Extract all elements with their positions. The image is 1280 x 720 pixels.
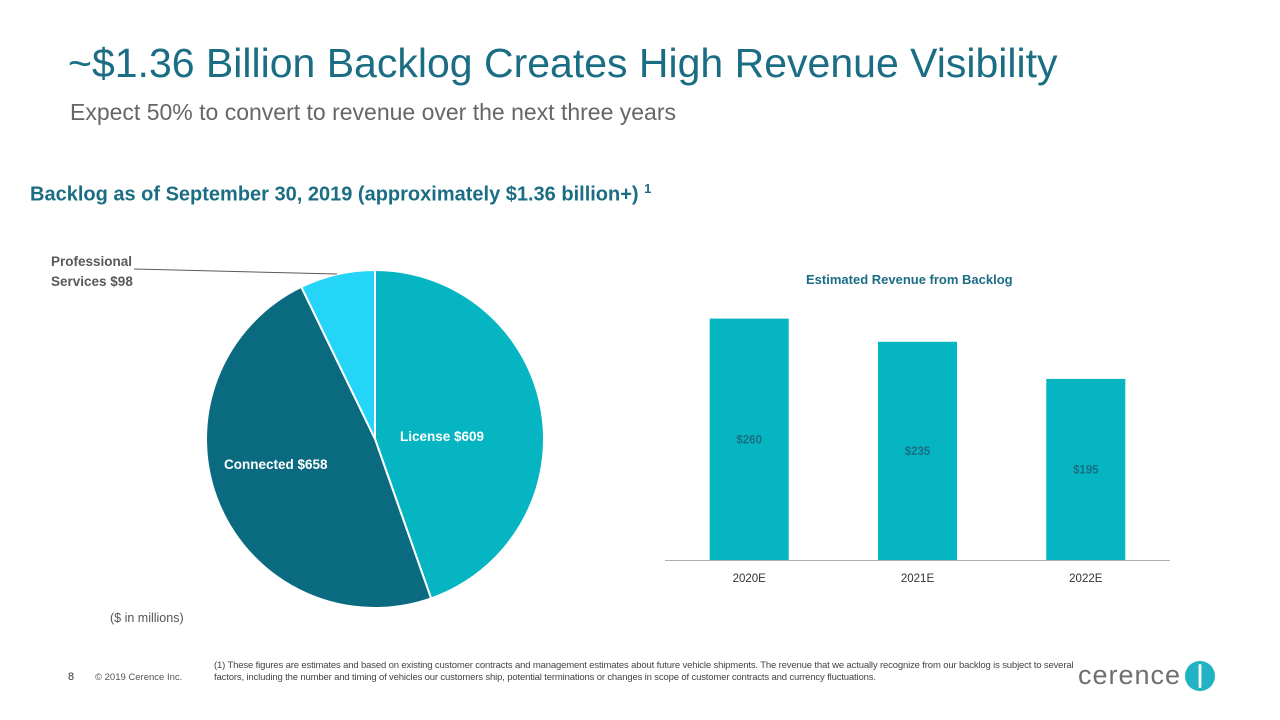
pie-slice-professional-services (299, 268, 376, 440)
bar-2022e (1046, 378, 1126, 560)
bar-tick-label-2021e: 2021E (901, 573, 935, 585)
section-title-text: Backlog as of September 30, 2019 (approx… (30, 183, 639, 206)
section-title: Backlog as of September 30, 2019 (approx… (30, 181, 651, 207)
bar-chart-title: Estimated Revenue from Backlog (806, 272, 1013, 287)
bar-tick-label-2022e: 2022E (1069, 573, 1103, 585)
footnote-reference: 1 (644, 181, 652, 196)
slide-subtitle: Expect 50% to convert to revenue over th… (70, 99, 677, 125)
cerence-logo-icon (1185, 661, 1215, 691)
bar-tick-label-2020e: 2020E (733, 573, 767, 585)
units-note: ($ in millions) (110, 611, 184, 625)
pie-label-professional-services-line1: Professional (51, 254, 132, 269)
pie-slice-connected (205, 285, 433, 609)
bar-data-label-2020e: $260 (736, 434, 762, 446)
pie-label-professional-services-line2: Services $98 (51, 274, 133, 289)
bar-2021e (878, 341, 957, 560)
bar-2020e (709, 318, 789, 560)
pie-leader-line-professional-services (133, 268, 338, 275)
copyright-text: © 2019 Cerence Inc. (95, 672, 183, 683)
pie-label-connected: Connected $658 (224, 457, 328, 472)
cerence-logo: cerence (1078, 660, 1218, 694)
logo-wordmark: cerence (1078, 660, 1182, 690)
page-number: 8 (68, 671, 75, 683)
pie-label-license: License $609 (400, 429, 484, 444)
pie-slice-license (374, 268, 545, 600)
bar-data-label-2022e: $195 (1073, 465, 1099, 477)
footnote-text: (1) These figures are estimates and base… (214, 660, 1074, 683)
slide-title: ~$1.36 Billion Backlog Creates High Reve… (68, 40, 1058, 86)
bar-data-label-2021e: $235 (905, 446, 931, 458)
